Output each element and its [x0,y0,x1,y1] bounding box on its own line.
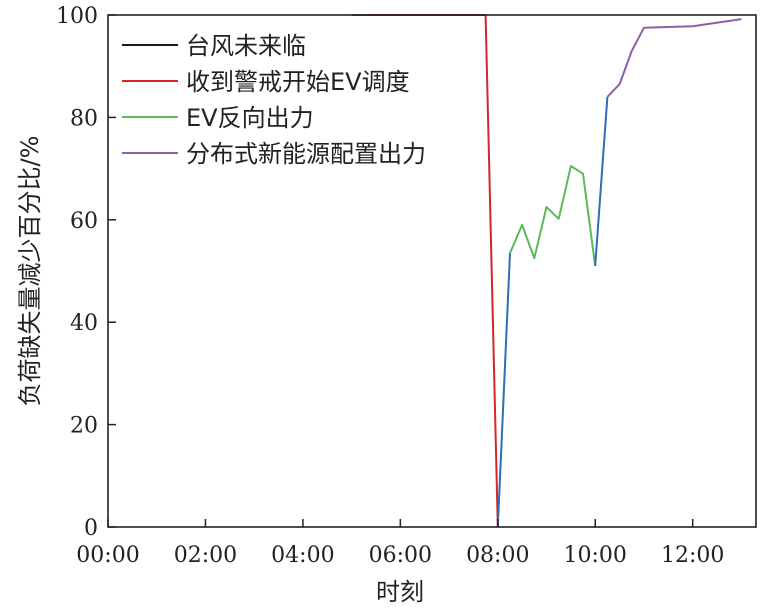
series-layer [351,14,742,528]
x-tick-label-1: 02:00 [174,543,237,568]
series-line-2 [496,253,511,528]
x-axis-title: 时刻 [376,578,424,606]
y-axis-title: 负荷缺失量减少百分比/% [16,136,44,407]
x-axis: 00:00 02:00 04:00 06:00 08:00 10:00 12:00 [76,519,724,568]
x-tick-label-0: 00:00 [76,543,139,568]
y-tick-label-1: 20 [70,414,98,439]
plot-frame [107,14,757,528]
series-line-4 [594,96,609,266]
legend-label-0: 台风未来临 [186,32,306,60]
legend-label-2: EV反向出力 [186,104,314,132]
y-tick-label-2: 40 [70,311,98,336]
series-line-5 [606,18,742,98]
x-tick-label-3: 06:00 [369,543,432,568]
x-tick-label-4: 08:00 [466,543,529,568]
x-tick-label-5: 10:00 [564,543,627,568]
series-line-3 [509,165,597,267]
legend-label-1: 收到警戒开始EV调度 [186,68,410,96]
y-tick-label-4: 80 [70,106,98,131]
x-tick-label-2: 04:00 [271,543,334,568]
y-axis: 0 20 40 60 80 100 [56,4,116,541]
x-tick-label-6: 12:00 [661,543,724,568]
legend-label-3: 分布式新能源配置出力 [186,140,426,168]
y-tick-label-5: 100 [56,4,98,29]
y-tick-label-0: 0 [84,516,98,541]
y-tick-label-3: 60 [70,209,98,234]
